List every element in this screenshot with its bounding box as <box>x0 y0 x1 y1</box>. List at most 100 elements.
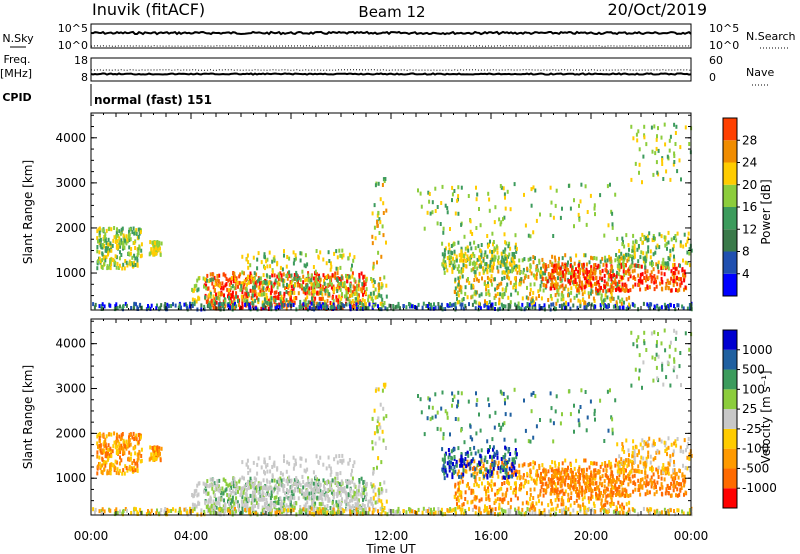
scatter-cell <box>552 283 555 288</box>
scatter-cell <box>676 303 679 308</box>
scatter-cell <box>118 229 121 234</box>
scatter-cell <box>218 284 221 289</box>
scatter-cell <box>497 285 500 289</box>
scatter-cell <box>529 268 532 273</box>
scatter-cell <box>460 267 463 272</box>
scatter-cell <box>230 276 233 280</box>
scatter-cell <box>128 443 131 448</box>
scatter-cell <box>189 506 191 511</box>
scatter-cell <box>205 286 208 291</box>
scatter-cell <box>234 301 236 306</box>
scatter-cell <box>550 274 553 279</box>
scatter-cell <box>304 493 307 498</box>
scatter-cell <box>609 274 612 279</box>
scatter-cell <box>293 284 296 289</box>
scatter-cell <box>688 251 691 256</box>
scatter-cell <box>276 490 279 495</box>
scatter-cell <box>351 299 354 303</box>
scatter-cell <box>103 449 106 454</box>
scatter-cell <box>367 294 370 299</box>
scatter-cell <box>240 499 243 504</box>
scatter-cell <box>329 261 332 266</box>
scatter-cell <box>304 303 307 307</box>
scatter-cell <box>477 257 480 262</box>
scatter-cell <box>116 245 119 250</box>
scatter-cell <box>313 307 316 312</box>
scatter-cell <box>351 305 354 309</box>
scatter-cell <box>227 483 230 488</box>
scatter-cell <box>590 302 593 307</box>
scatter-cell <box>399 511 401 516</box>
scatter-cell <box>120 443 123 448</box>
scatter-cell <box>486 508 489 513</box>
scatter-cell <box>538 260 541 265</box>
scatter-cell <box>361 511 364 516</box>
scatter-cell <box>628 295 631 300</box>
scatter-cell <box>667 230 670 235</box>
scatter-cell <box>479 511 482 516</box>
scatter-cell <box>222 286 225 291</box>
scatter-cell <box>320 509 322 514</box>
scatter-cell <box>454 508 457 513</box>
scatter-cell <box>498 511 501 516</box>
scatter-cell <box>490 463 493 467</box>
scatter-cell <box>629 288 632 293</box>
scatter-cell <box>348 299 351 304</box>
scatter-cell <box>603 279 606 284</box>
scatter-cell <box>611 225 614 230</box>
scatter-cell <box>197 295 200 300</box>
scatter-cell <box>664 286 667 291</box>
scatter-cell <box>487 510 490 515</box>
scatter-cell <box>130 247 133 251</box>
scatter-cell <box>528 302 531 307</box>
scatter-cell <box>362 303 365 308</box>
scatter-cell <box>338 490 341 495</box>
scatter-cell <box>427 190 430 195</box>
scatter-cell <box>96 261 99 266</box>
scatter-cell <box>257 292 260 297</box>
scatter-cell <box>339 493 342 497</box>
scatter-cell <box>330 285 333 290</box>
scatter-cell <box>235 276 238 281</box>
scatter-cell <box>246 487 248 492</box>
scatter-cell <box>279 277 282 282</box>
scatter-cell <box>314 485 317 490</box>
scatter-cell <box>332 289 335 293</box>
scatter-cell <box>620 301 623 306</box>
scatter-cell <box>107 227 110 232</box>
scatter-cell <box>314 306 317 311</box>
scatter-cell <box>560 479 563 484</box>
scatter-cell <box>454 495 456 500</box>
scatter-cell <box>331 296 334 300</box>
scatter-cell <box>429 306 432 311</box>
scatter-cell <box>521 296 524 301</box>
scatter-cell <box>137 440 140 445</box>
scatter-cell <box>349 304 352 309</box>
scatter-cell <box>531 296 534 301</box>
scatter-cell <box>477 278 480 283</box>
scatter-cell <box>156 240 159 244</box>
scatter-cell <box>382 201 385 206</box>
scatter-cell <box>649 249 652 254</box>
scatter-cell <box>636 247 639 252</box>
scatter-cell <box>461 298 464 303</box>
scatter-cell <box>526 266 529 271</box>
scatter-cell <box>673 257 676 262</box>
scatter-cell <box>295 273 298 278</box>
scatter-cell <box>578 495 581 500</box>
scatter-cell <box>514 242 517 247</box>
scatter-cell <box>263 509 266 514</box>
scatter-cell <box>611 288 614 293</box>
scatter-cell <box>540 296 543 301</box>
scatter-cell <box>358 481 361 486</box>
scatter-cell <box>362 292 364 297</box>
scatter-cell <box>677 508 680 513</box>
scatter-cell <box>601 505 603 510</box>
scatter-cell <box>511 256 514 261</box>
scatter-cell <box>670 269 673 274</box>
scatter-cell <box>457 211 460 216</box>
scatter-cell <box>610 497 613 502</box>
scatter-cell <box>102 461 105 466</box>
scatter-cell <box>214 278 217 283</box>
scatter-cell <box>186 305 189 310</box>
